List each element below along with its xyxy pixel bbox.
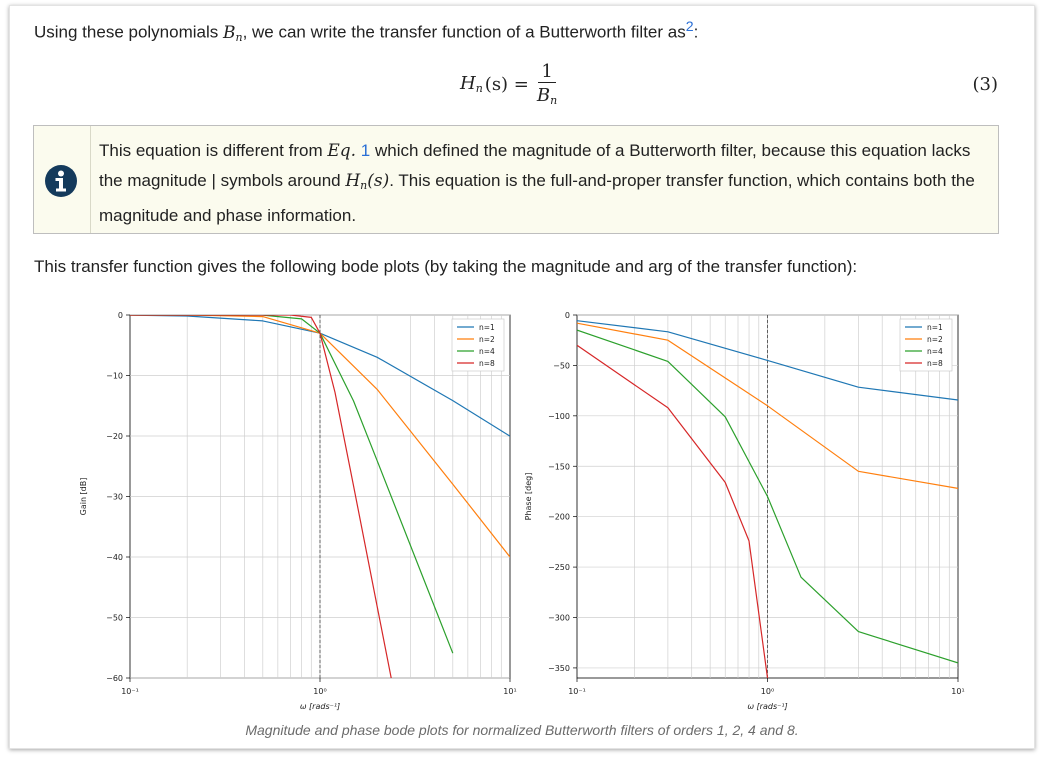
x-tick-label: 10⁰ [761, 687, 774, 696]
x-tick-label: 10¹ [503, 687, 516, 696]
eq-1-link[interactable]: 1 [360, 141, 371, 160]
footnote-ref-2[interactable]: 2 [685, 19, 694, 35]
series-line-n=1 [577, 320, 958, 401]
y-tick-label: −300 [548, 614, 570, 623]
x-tick-label: 10⁻¹ [121, 687, 139, 696]
legend-label: n=1 [479, 323, 495, 332]
series-line-n=2 [577, 322, 958, 489]
info-note: This equation is different from Eq. 1 wh… [33, 125, 999, 234]
y-tick-label: −50 [106, 614, 123, 623]
bode-plots-figure: 0 −10 −20 −30 −40 −50 −60 10⁻¹ 10⁰ 10¹ n=1 n=2 n=4 n=… [79, 311, 965, 711]
legend-label: n=1 [927, 323, 943, 332]
legend [451, 318, 505, 372]
series-line-n=4 [577, 329, 958, 664]
y-axis-label: Gain [dB] [79, 478, 88, 516]
x-axis-label: ω [rads⁻¹] [747, 702, 787, 711]
equation-fraction: 1 Bn [536, 61, 558, 107]
y-tick-label: −10 [106, 372, 123, 381]
y-tick-label: −150 [548, 462, 570, 471]
legend-label: n=8 [479, 359, 495, 368]
legend-label: n=2 [479, 335, 495, 344]
note-text: This equation is different from Eq. 1 wh… [99, 141, 975, 225]
y-tick-label: 0 [565, 311, 570, 320]
y-tick-label: −200 [548, 513, 570, 522]
figure-caption: Magnitude and phase bode plots for norma… [245, 722, 799, 738]
legend [899, 318, 953, 372]
legend-label: n=8 [927, 359, 943, 368]
info-icon [45, 165, 77, 197]
intro-paragraph: Using these polynomials Bn, we can write… [34, 19, 699, 44]
y-tick-label: −50 [553, 361, 570, 370]
x-tick-label: 10⁰ [313, 687, 326, 696]
y-tick-label: −350 [548, 664, 570, 673]
x-tick-label: 10⁻¹ [568, 687, 586, 696]
y-tick-label: −40 [106, 553, 123, 562]
series-line-n=8 [130, 315, 392, 678]
y-tick-label: −250 [548, 563, 570, 572]
bode-intro-paragraph: This transfer function gives the followi… [34, 257, 858, 276]
y-tick-label: −30 [106, 493, 123, 502]
y-tick-label: −60 [106, 674, 123, 683]
legend-label: n=2 [927, 335, 943, 344]
legend-label: n=4 [479, 347, 495, 356]
y-axis-label: Phase [deg] [524, 473, 533, 521]
legend-label: n=4 [927, 347, 943, 356]
transfer-function-equation: Hn (s) = 1 Bn [460, 61, 558, 107]
y-tick-label: −100 [548, 412, 570, 421]
y-tick-label: −20 [106, 432, 123, 441]
series-line-n=4 [130, 315, 454, 654]
x-tick-label: 10¹ [951, 687, 964, 696]
x-axis-label: ω [rads⁻¹] [300, 702, 340, 711]
b-n-symbol: Bn [222, 22, 243, 44]
gain-plot: 0 −10 −20 −30 −40 −50 −60 10⁻¹ 10⁰ 10¹ n=1 n=2 n=4 n=… [79, 311, 517, 711]
y-tick-label: 0 [118, 311, 123, 320]
series-line-n=8 [577, 344, 769, 678]
phase-plot: 0 −50 −100 −150 −200 −250 −300 −350 10⁻¹ 10⁰ 10¹ n=… [524, 311, 965, 711]
content-card: Using these polynomials Bn, we can write… [9, 5, 1035, 749]
equation-number: (3) [972, 74, 999, 95]
